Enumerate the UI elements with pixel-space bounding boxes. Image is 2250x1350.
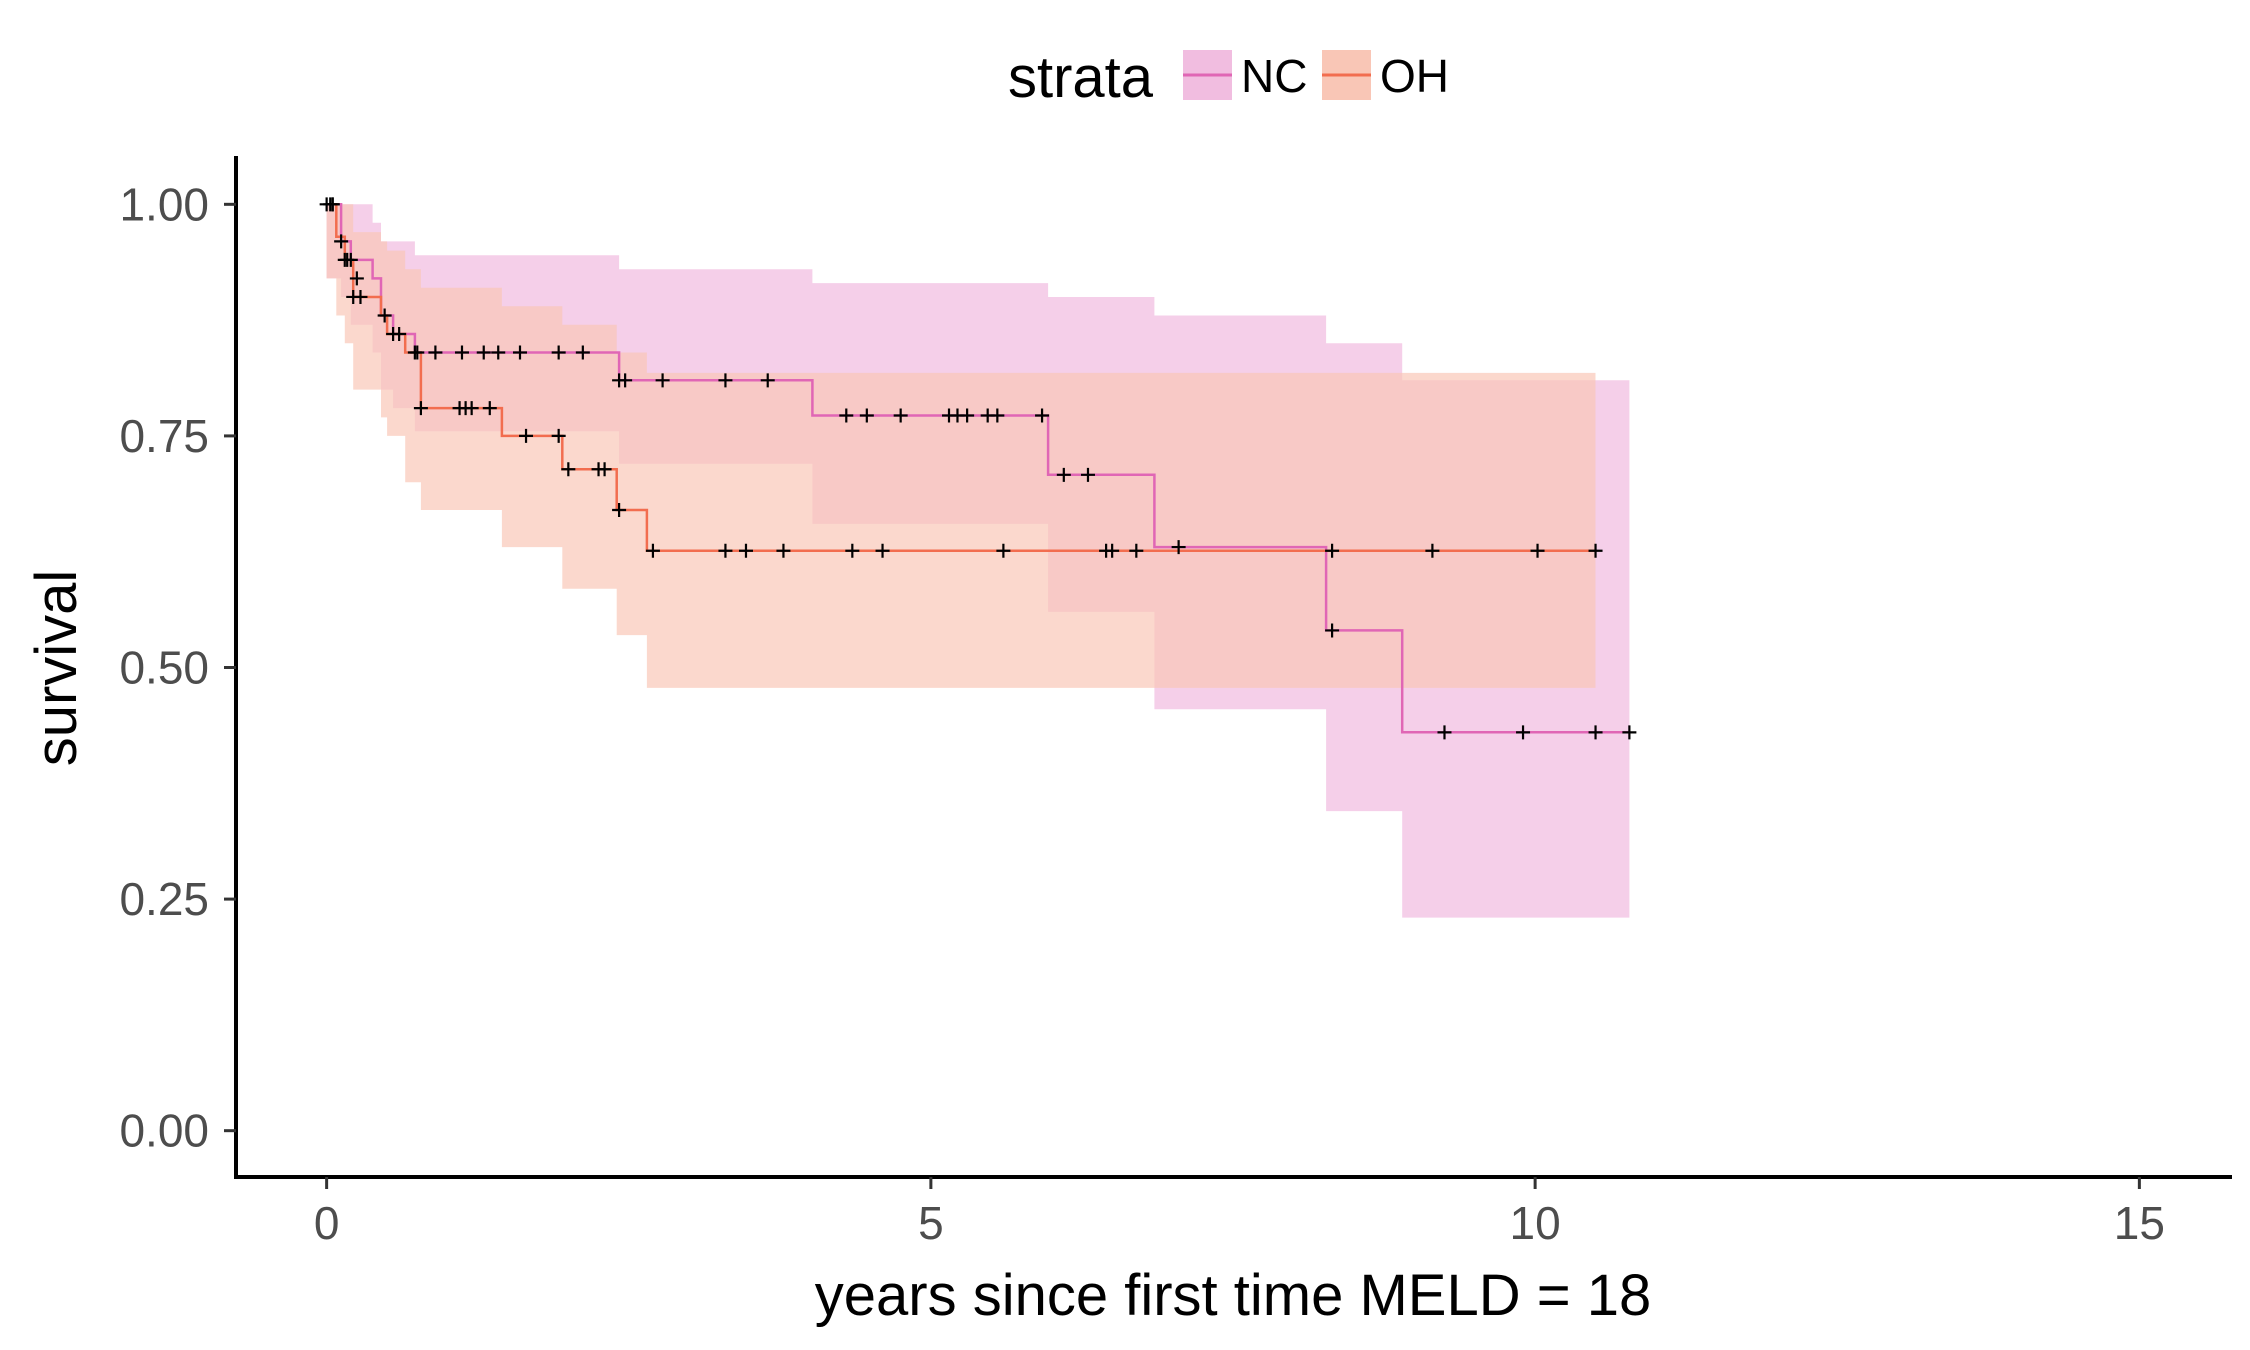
confidence-ribbons [326, 204, 1630, 918]
censor-mark-nc [392, 327, 407, 342]
x-tick-label-10: 10 [1510, 1197, 1561, 1249]
censor-mark-nc [512, 345, 527, 360]
censor-mark-oh [776, 543, 791, 558]
censor-mark-nc [1622, 725, 1637, 740]
censor-mark-nc [960, 408, 975, 423]
censor-mark-nc [1056, 467, 1071, 482]
x-axis-title: years since first time MELD = 18 [815, 1263, 1651, 1328]
censor-mark-nc [349, 271, 364, 286]
censor-mark-oh [1129, 543, 1144, 558]
censor-mark-oh [597, 462, 612, 477]
censor-mark-nc [893, 408, 908, 423]
y-tick-label-0: 0.00 [119, 1105, 209, 1157]
censor-mark-oh [612, 503, 627, 518]
censor-mark-nc [1035, 408, 1050, 423]
censor-mark-nc [551, 345, 566, 360]
legend-item-oh: OH [1322, 50, 1449, 102]
ribbon-oh [326, 204, 1596, 688]
censor-mark-oh [464, 401, 479, 416]
censor-mark-nc [410, 345, 425, 360]
censor-mark-oh [875, 543, 890, 558]
censor-mark-nc [1516, 725, 1531, 740]
legend-item-nc: NC [1183, 50, 1307, 102]
censor-mark-nc [428, 345, 443, 360]
censor-mark-oh [337, 252, 352, 267]
censor-mark-oh [718, 543, 733, 558]
censor-mark-oh [413, 401, 428, 416]
censor-mark-nc [760, 373, 775, 388]
censor-mark-nc [655, 373, 670, 388]
censor-mark-nc [1325, 623, 1340, 638]
censor-mark-oh [353, 289, 368, 304]
censor-mark-nc [859, 408, 874, 423]
censor-mark-oh [645, 543, 660, 558]
censor-mark-nc [476, 345, 491, 360]
censor-mark-nc [491, 345, 506, 360]
y-axis-ticks: 0.00 0.25 0.50 0.75 1.00 [119, 178, 236, 1157]
censor-mark-oh [561, 462, 576, 477]
censor-mark-oh [519, 428, 534, 443]
legend-title: strata [1008, 45, 1154, 110]
censor-mark-nc [377, 308, 392, 323]
censor-mark-nc [1588, 725, 1603, 740]
censor-mark-oh [1325, 543, 1340, 558]
y-tick-label-3: 0.75 [119, 410, 209, 462]
y-axis-title: survival [24, 570, 89, 767]
censor-mark-nc [575, 345, 590, 360]
censor-marks [319, 197, 1637, 740]
censor-mark-nc [839, 408, 854, 423]
x-tick-label-5: 5 [918, 1197, 944, 1249]
censor-mark-nc [990, 408, 1005, 423]
censor-mark-nc [454, 345, 469, 360]
censor-mark-nc [1080, 467, 1095, 482]
censor-mark-oh [1105, 543, 1120, 558]
x-tick-label-0: 0 [314, 1197, 340, 1249]
censor-mark-oh [482, 401, 497, 416]
censor-mark-oh [1588, 543, 1603, 558]
x-axis-ticks: 0 5 10 15 [314, 1177, 2165, 1249]
censor-mark-oh [551, 428, 566, 443]
y-tick-label-1: 0.25 [119, 873, 209, 925]
y-tick-label-2: 0.50 [119, 642, 209, 694]
censor-mark-oh [738, 543, 753, 558]
legend-label-oh: OH [1380, 50, 1449, 102]
censor-mark-oh [845, 543, 860, 558]
censor-mark-nc [1171, 540, 1186, 555]
censor-mark-oh [1530, 543, 1545, 558]
censor-mark-nc [1437, 725, 1452, 740]
censor-mark-oh [1425, 543, 1440, 558]
y-tick-label-4: 1.00 [119, 178, 209, 230]
legend-label-nc: NC [1241, 50, 1307, 102]
x-tick-label-15: 15 [2114, 1197, 2165, 1249]
legend: strata NC OH [1008, 45, 1449, 110]
censor-mark-nc [618, 373, 633, 388]
censor-mark-nc [334, 234, 349, 249]
censor-mark-oh [996, 543, 1011, 558]
censor-mark-oh [325, 197, 340, 212]
censor-mark-nc [718, 373, 733, 388]
